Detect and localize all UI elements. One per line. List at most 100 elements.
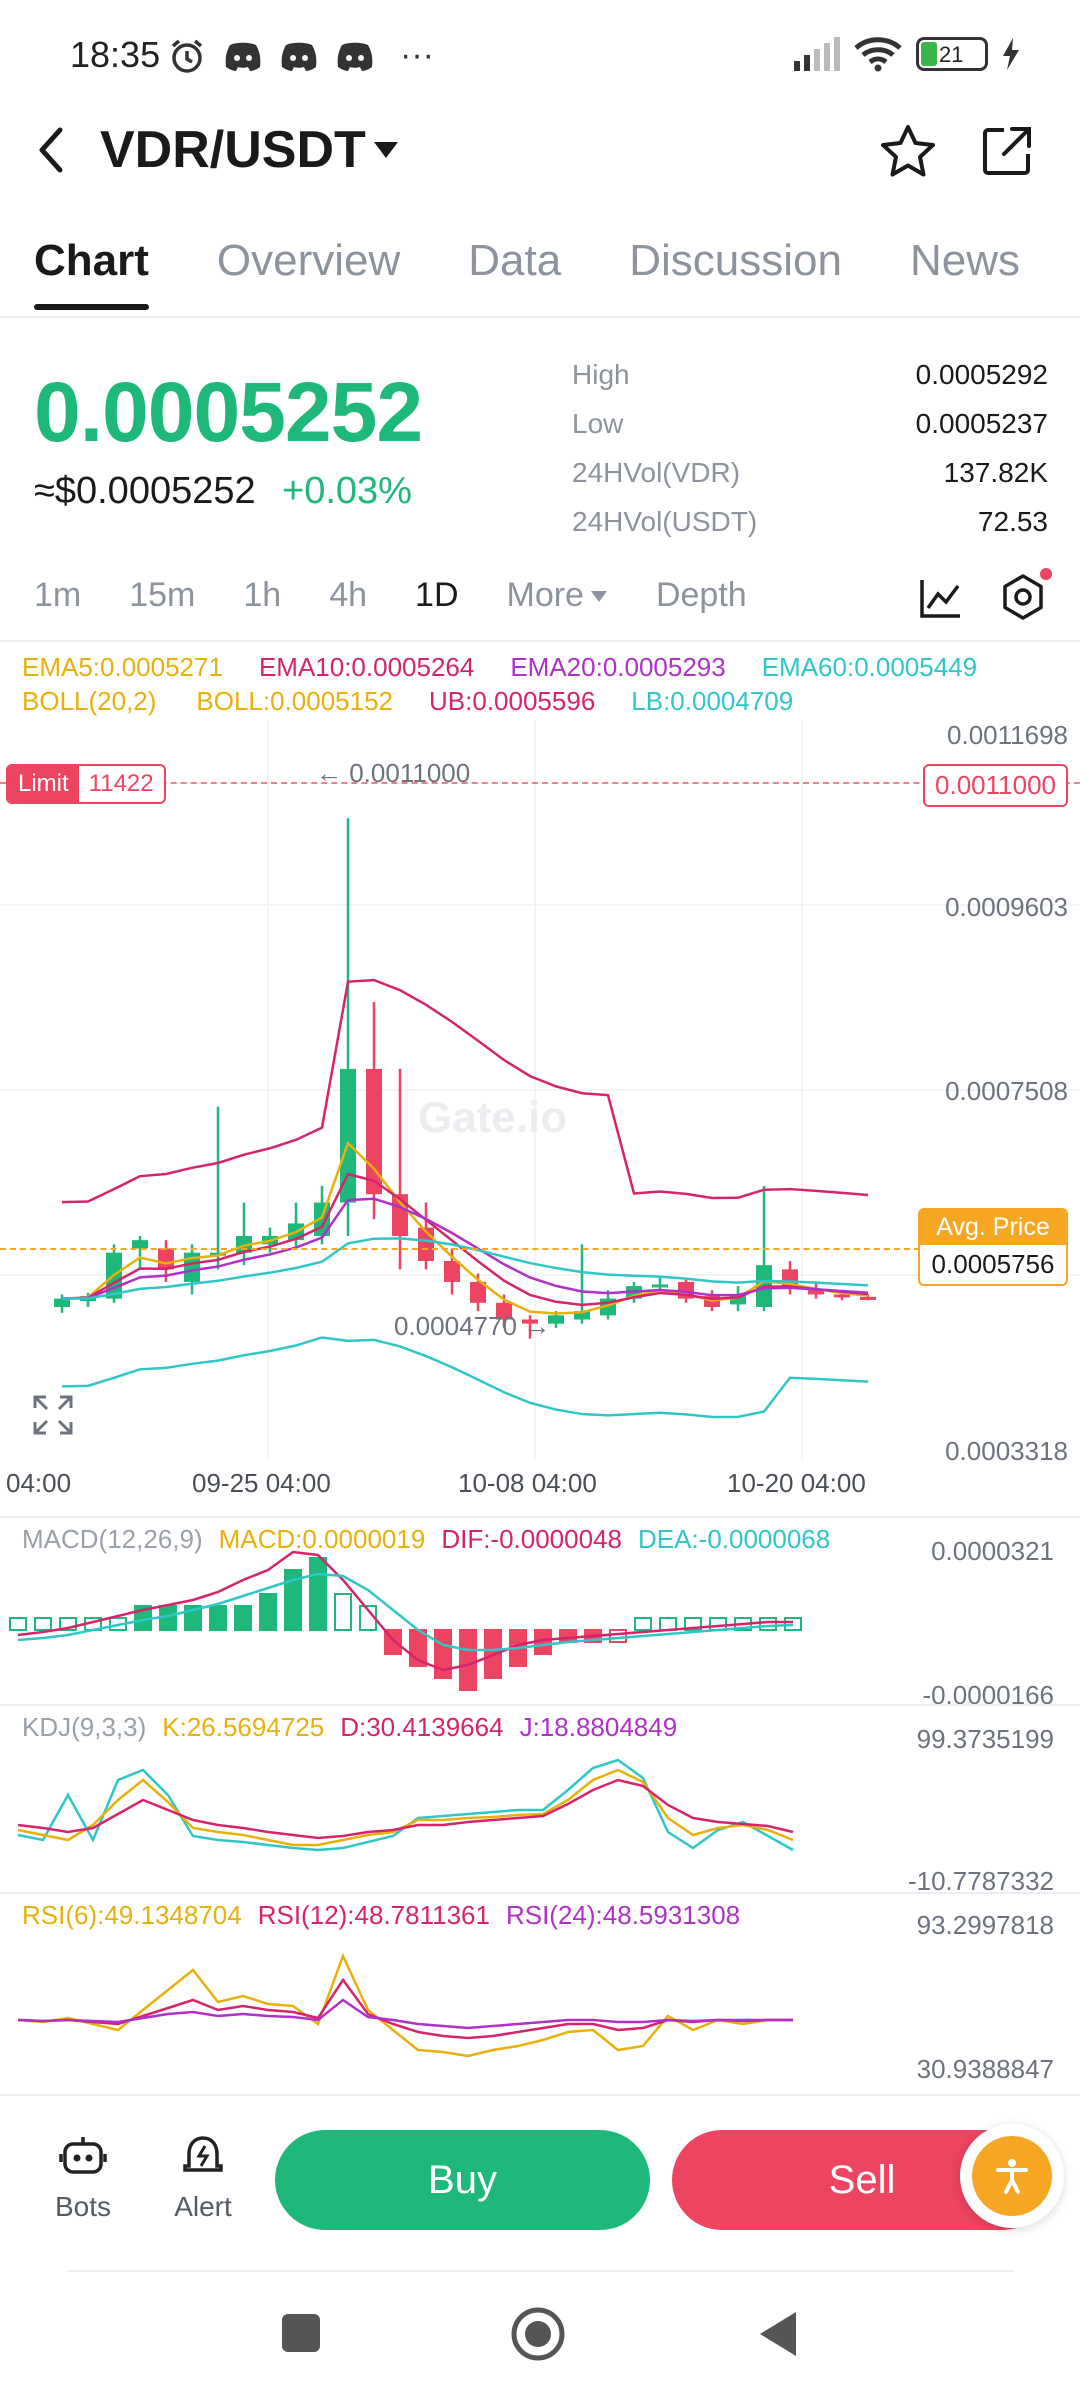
indicator-icon[interactable] (916, 572, 966, 622)
candle-body (834, 1294, 850, 1298)
candle-body (470, 1281, 486, 1303)
tab-discussion[interactable]: Discussion (629, 236, 842, 285)
accessibility-fab[interactable] (960, 2124, 1064, 2228)
stat-vol-base: 24HVol(VDR) 137.82K (572, 448, 1048, 497)
discord-icon (281, 42, 317, 71)
candle-body (652, 1284, 668, 1288)
depth-tab[interactable]: Depth (655, 576, 747, 614)
macd-bar (34, 1617, 52, 1631)
usd-price: ≈$0.0005252 (34, 470, 256, 512)
macd-bar (259, 1593, 277, 1631)
signal-icon (794, 37, 840, 71)
stat-value: 137.82K (943, 456, 1048, 488)
rsi24-value: RSI(24):48.5931308 (505, 1900, 741, 1930)
status-right: 21 (792, 36, 1020, 72)
watermark: Gate.io (418, 1093, 567, 1142)
boll-lb: LB:0.0004709 (631, 686, 794, 716)
bots-label: Bots (54, 2191, 112, 2222)
ema-legend: EMA5:0.0005271 EMA10:0.0005264 EMA20:0.000… (22, 652, 977, 683)
accessibility-icon (996, 2159, 1028, 2194)
interval-1m[interactable]: 1m (34, 576, 82, 614)
limit-qty: 11422 (88, 770, 154, 797)
avg-price-tag: Avg. Price 0.0005756 (918, 1208, 1068, 1286)
y-tick: 0.0003318 (945, 1436, 1068, 1466)
limit-label: Limit (8, 766, 79, 802)
stat-label: 24HVol(USDT) (572, 505, 758, 537)
interval-4h[interactable]: 4h (329, 576, 368, 614)
tab-overview[interactable]: Overview (216, 236, 401, 285)
home-button[interactable] (510, 2306, 566, 2362)
interval-more[interactable]: More (507, 576, 608, 615)
candle-body (730, 1294, 746, 1305)
kdj-k-line (17, 1768, 794, 1847)
candlestick-chart[interactable]: Gate.io 04:00 09-25 04:00 10-08 04:00 10… (0, 720, 1080, 1500)
bots-button[interactable]: Bots (44, 2134, 122, 2223)
x-tick: 10-08 04:00 (458, 1468, 597, 1498)
status-icons: ··· (168, 36, 434, 75)
ema5-line (61, 1140, 869, 1315)
dif-line (17, 1550, 793, 1672)
boll-name: BOLL(20,2) (22, 686, 157, 716)
settings-hex-icon[interactable] (998, 572, 1048, 622)
macd-bar (659, 1617, 677, 1631)
macd-bar (609, 1629, 627, 1643)
candle-body (548, 1315, 564, 1324)
interval-bar: 1m 15m 1h 4h 1D More Depth (34, 576, 795, 615)
back-icon[interactable] (30, 124, 74, 176)
ema10-value: EMA10:0.0005264 (258, 652, 475, 682)
alert-button[interactable]: Alert (164, 2134, 242, 2223)
alert-label: Alert (174, 2191, 232, 2222)
macd-bar (334, 1593, 352, 1631)
kdj-bottom: -10.7787332 (907, 1866, 1054, 1896)
candle-body (54, 1298, 70, 1307)
recents-button[interactable] (282, 2314, 320, 2352)
kdj-name: KDJ(9,3,3) (22, 1712, 147, 1742)
tab-news[interactable]: News (909, 236, 1021, 285)
rsi-top: 93.2997818 (916, 1910, 1054, 1940)
back-nav-button[interactable] (756, 2310, 800, 2358)
candle-body (860, 1296, 876, 1300)
y-tick: 0.0011698 (947, 720, 1068, 750)
avg-price-line (0, 1248, 920, 1250)
tab-data[interactable]: Data (468, 236, 562, 285)
macd-bar (9, 1617, 27, 1631)
ema20-line (61, 1197, 869, 1300)
y-tick: 0.0007508 (945, 1076, 1068, 1106)
boll-ub: UB:0.0005596 (429, 686, 596, 716)
dif-value: DIF:-0.0000048 (441, 1524, 622, 1554)
more-notifications: ··· (400, 36, 434, 74)
stat-high: High 0.0005292 (572, 350, 1048, 399)
settings-notification-dot (1040, 568, 1052, 580)
alarm-bell-icon (183, 2136, 223, 2172)
buy-button[interactable]: Buy (275, 2130, 650, 2230)
share-icon[interactable] (980, 124, 1034, 178)
kdj-j: J:18.8804849 (519, 1712, 678, 1742)
price-change: +0.03% (282, 470, 412, 512)
macd-bar (459, 1629, 477, 1691)
nav-divider (68, 2270, 1014, 2272)
macd-bar (634, 1617, 652, 1631)
tab-bar: Chart Overview Data Discussion News (34, 236, 1020, 310)
candle-body (808, 1290, 824, 1295)
candle-body (496, 1302, 512, 1320)
macd-value: MACD:0.0000019 (218, 1524, 426, 1554)
battery-level: 21 (939, 42, 964, 67)
alarm-icon (171, 39, 203, 73)
macd-bar (559, 1629, 577, 1643)
boll-upper-line (61, 978, 869, 1204)
interval-1h[interactable]: 1h (243, 576, 282, 614)
limit-tag[interactable]: Limit 11422 (6, 764, 166, 804)
tab-chart[interactable]: Chart (34, 236, 149, 310)
kdj-d: D:30.4139664 (340, 1712, 504, 1742)
pair-title[interactable]: VDR/USDT (100, 121, 366, 179)
fullscreen-icon[interactable] (32, 1394, 74, 1436)
favorite-star-icon[interactable] (880, 124, 936, 178)
pair-dropdown-icon[interactable] (372, 140, 400, 160)
rsi6-line (17, 1952, 793, 2058)
dea-value: DEA:-0.0000068 (637, 1524, 831, 1554)
limit-line (0, 782, 1080, 784)
interval-1d[interactable]: 1D (415, 576, 459, 614)
kdj-d-line (17, 1778, 794, 1840)
interval-15m[interactable]: 15m (129, 576, 196, 614)
boll-lower-line (61, 1336, 869, 1419)
